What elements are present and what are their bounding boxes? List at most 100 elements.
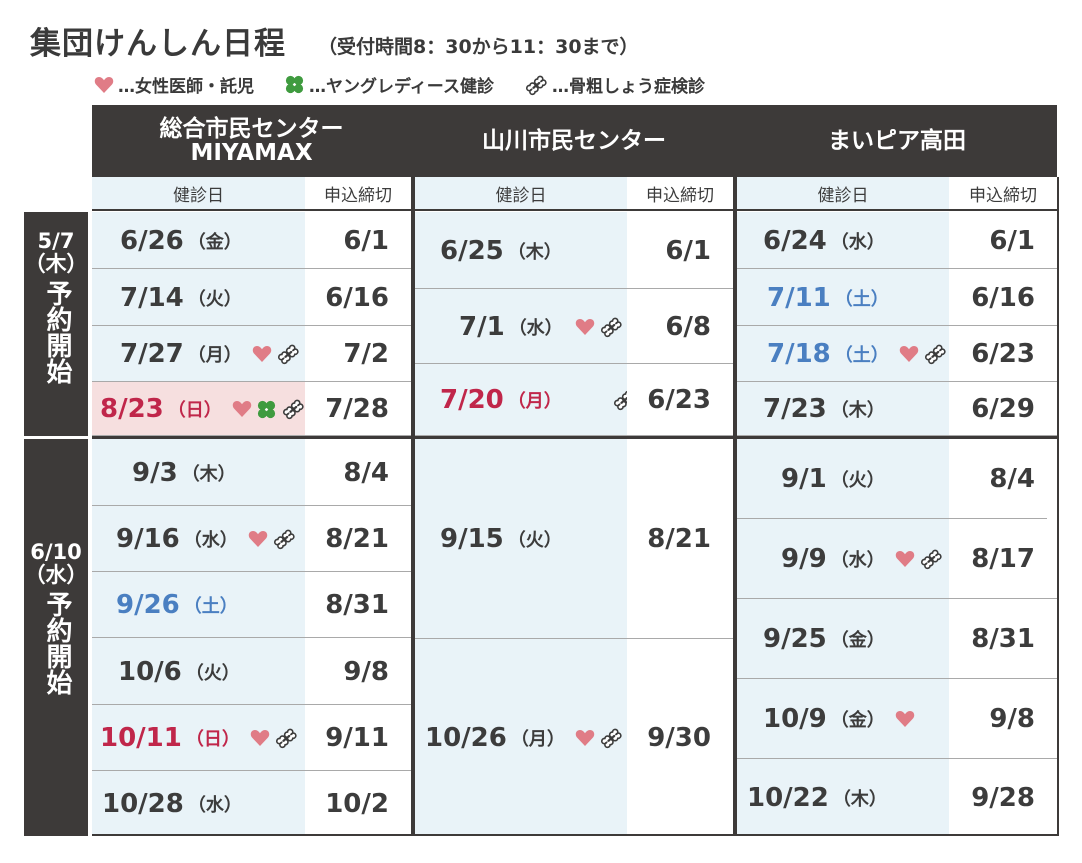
venue-name: 総合市民センター xyxy=(159,115,344,142)
exam-date: 9/1 xyxy=(781,464,827,494)
deadline-cell: 8/4 xyxy=(305,439,411,506)
deadline-date: 6/16 xyxy=(971,282,1035,313)
bone-icon xyxy=(599,727,623,749)
venue-header-miyamax: 総合市民センター MIYAMAX xyxy=(92,105,411,177)
exam-date-cell: 10/9 （金） xyxy=(737,679,949,759)
deadline-cell: 8/21 xyxy=(305,506,411,572)
legend-item-heart: …女性医師・託児 xyxy=(94,72,254,97)
exam-date-cell: 6/25 （木） xyxy=(415,212,627,289)
deadline-cell: 6/16 xyxy=(305,269,411,326)
exam-date: 9/26 xyxy=(116,590,180,620)
venue-name-sub: MIYAMAX xyxy=(190,140,313,166)
deadline-date: 8/21 xyxy=(647,524,711,554)
exam-date: 9/25 xyxy=(763,624,827,654)
heart-icon xyxy=(232,400,252,418)
exam-date-cell: 7/11 （土） xyxy=(737,269,949,326)
deadline-cell: 6/29 xyxy=(949,382,1057,436)
exam-icons xyxy=(228,398,305,420)
row-divider xyxy=(92,571,411,572)
period-text: 予約開始 xyxy=(41,591,72,696)
row-divider xyxy=(737,381,1057,382)
exam-date-cell: 10/11 （日） xyxy=(92,705,305,771)
exam-icons xyxy=(571,727,623,749)
exam-weekday: （月） xyxy=(507,391,562,412)
deadline-cell: 6/16 xyxy=(949,269,1057,326)
exam-date-cell: 8/23 （日） xyxy=(92,382,305,436)
exam-date-cell: 9/26 （土） xyxy=(92,572,305,638)
exam-date: 10/22 xyxy=(747,782,829,813)
exam-date-cell: 9/25 （金） xyxy=(737,599,949,679)
clover-icon xyxy=(256,399,277,420)
col-header-deadline: 申込締切 xyxy=(949,177,1057,211)
row-divider xyxy=(92,268,411,269)
col-header-deadline: 申込締切 xyxy=(627,177,733,211)
deadline-date: 6/1 xyxy=(343,225,389,256)
exam-date-cell: 7/14 （火） xyxy=(92,269,305,326)
exam-date-cell: 7/23 （木） xyxy=(737,382,949,436)
row-divider xyxy=(92,704,411,705)
page-title: 集団けんしん日程 xyxy=(30,26,286,62)
bone-icon xyxy=(919,548,943,570)
exam-weekday: （日） xyxy=(167,400,222,421)
exam-icons xyxy=(244,528,296,550)
deadline-date: 6/8 xyxy=(665,311,711,342)
period-date: 5/7 xyxy=(37,229,75,253)
row-divider xyxy=(737,268,1057,269)
venue-divider xyxy=(411,105,415,836)
exam-weekday: （木） xyxy=(507,241,562,263)
heart-icon xyxy=(250,729,270,747)
bone-icon xyxy=(274,727,298,749)
period-weekday: （水） xyxy=(24,563,88,588)
deadline-cell: 9/8 xyxy=(305,638,411,705)
exam-weekday: （金） xyxy=(187,231,242,253)
exam-date-cell: 6/24 （水） xyxy=(737,212,949,269)
exam-date-cell: 9/9 （水） xyxy=(737,519,949,599)
exam-weekday: （金） xyxy=(830,710,885,731)
deadline-date: 9/30 xyxy=(647,722,711,753)
exam-icons xyxy=(895,343,947,365)
col-header-date: 健診日 xyxy=(737,177,949,211)
exam-weekday: （火） xyxy=(507,530,562,551)
bone-icon xyxy=(923,343,947,365)
exam-date: 9/3 xyxy=(132,457,178,488)
deadline-date: 6/23 xyxy=(971,339,1035,369)
exam-weekday: （土） xyxy=(834,345,889,366)
deadline-date: 8/31 xyxy=(971,624,1035,654)
deadline-date: 8/21 xyxy=(325,524,389,554)
exam-date: 9/15 xyxy=(440,524,504,554)
row-divider xyxy=(92,637,411,638)
deadline-date: 9/11 xyxy=(325,723,389,753)
row-divider xyxy=(737,758,1057,759)
deadline-cell: 6/1 xyxy=(305,212,411,269)
deadline-cell: 6/1 xyxy=(949,212,1057,269)
legend-item-bone: …骨粗しょう症検診 xyxy=(524,72,705,97)
legend-label-clover: …ヤングレディース健診 xyxy=(309,77,494,97)
exam-weekday: （水） xyxy=(830,550,885,571)
table-right-border xyxy=(1057,177,1059,836)
exam-date: 9/16 xyxy=(116,524,180,554)
period-date: 6/10 xyxy=(30,540,82,564)
exam-date-cell: 7/18 （土） xyxy=(737,326,949,382)
deadline-cell: 9/11 xyxy=(305,705,411,771)
deadline-cell: 7/28 xyxy=(305,382,411,436)
exam-date: 6/25 xyxy=(440,235,504,266)
bone-icon xyxy=(276,343,300,365)
row-divider xyxy=(737,518,1047,519)
deadline-cell: 9/30 xyxy=(627,639,733,836)
deadline-cell: 10/2 xyxy=(305,771,411,836)
deadline-date: 9/28 xyxy=(971,782,1035,813)
exam-date: 10/9 xyxy=(763,704,827,734)
deadline-date: 10/2 xyxy=(325,788,389,819)
exam-weekday: （木） xyxy=(181,463,236,485)
bone-icon xyxy=(272,528,296,550)
exam-date: 7/23 xyxy=(763,394,827,424)
legend-label-heart: …女性医師・託児 xyxy=(118,77,254,97)
deadline-date: 8/4 xyxy=(989,464,1035,494)
period-divider xyxy=(92,436,1057,439)
table-bottom-border xyxy=(92,834,1057,836)
heart-icon xyxy=(94,76,114,93)
legend-item-clover: …ヤングレディース健診 xyxy=(284,72,494,97)
exam-date-cell: 7/1 （水） xyxy=(415,289,627,364)
deadline-date: 6/1 xyxy=(989,225,1035,256)
deadline-cell: 6/23 xyxy=(627,364,733,436)
